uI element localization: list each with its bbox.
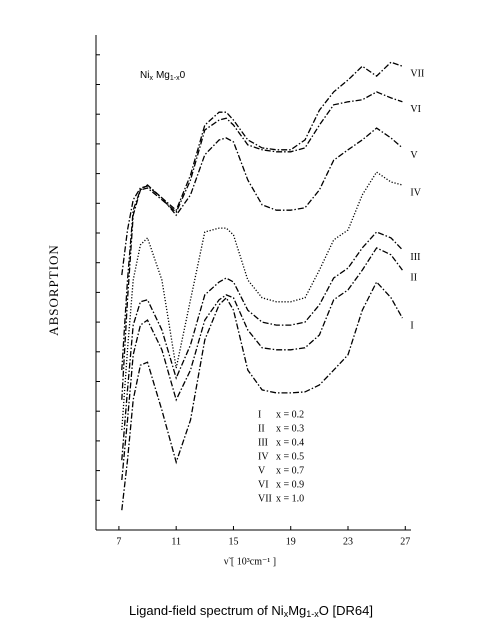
legend-key: VI — [258, 479, 269, 490]
x-tick-label: 15 — [228, 536, 238, 547]
legend-key: VII — [258, 493, 272, 504]
legend-key: V — [258, 465, 266, 476]
legend-key: I — [258, 409, 261, 420]
line-series — [121, 127, 403, 400]
series-label: I — [410, 320, 413, 331]
caption-part: Ligand-field spectrum of Ni — [129, 603, 284, 618]
legend-label: x = 0.5 — [276, 451, 304, 462]
legend-label: x = 0.2 — [276, 409, 304, 420]
x-tick-label: 27 — [400, 536, 410, 547]
line-series — [121, 171, 403, 431]
y-axis-label: ABSORPTION — [46, 244, 61, 336]
caption-part: 1-x — [306, 609, 319, 619]
annotation-part: Mg — [156, 70, 170, 81]
line-series — [121, 231, 403, 461]
caption-part: x — [284, 609, 289, 619]
series-label: V — [410, 150, 418, 161]
line-series — [121, 91, 403, 371]
x-tick-label: 7 — [116, 536, 121, 547]
x-tick-label: 23 — [343, 536, 353, 547]
caption: Ligand-field spectrum of NixMg1-xO [DR64… — [129, 603, 373, 619]
legend-key: III — [258, 437, 268, 448]
annotation-part: Ni — [140, 70, 149, 81]
series-label: II — [410, 272, 417, 283]
legend-label: x = 0.3 — [276, 423, 304, 434]
annotation: Nix Mg1-x0 — [140, 70, 186, 82]
line-series — [121, 61, 403, 276]
series-label: VII — [410, 68, 424, 79]
caption-part: Mg — [288, 603, 306, 618]
annotation-part: x — [149, 75, 153, 82]
legend-key: IV — [258, 451, 269, 462]
legend-label: x = 0.9 — [276, 479, 304, 490]
line-series — [121, 280, 403, 511]
x-tick-label: 19 — [286, 536, 296, 547]
series-label: III — [410, 252, 420, 263]
caption-part: O [DR64] — [319, 603, 373, 618]
annotation-part: 0 — [180, 70, 186, 81]
legend-label: x = 1.0 — [276, 493, 304, 504]
legend-label: x = 0.4 — [276, 437, 304, 448]
x-tick-label: 11 — [171, 536, 181, 547]
line-series — [121, 247, 403, 481]
legend-key: II — [258, 423, 265, 434]
x-axis-label: ν̃ [ 10³cm⁻¹ ] — [224, 556, 276, 567]
legend-label: x = 0.7 — [276, 465, 304, 476]
series-label: VI — [410, 104, 421, 115]
annotation-part: 1-x — [170, 75, 180, 82]
series-label: IV — [410, 187, 421, 198]
